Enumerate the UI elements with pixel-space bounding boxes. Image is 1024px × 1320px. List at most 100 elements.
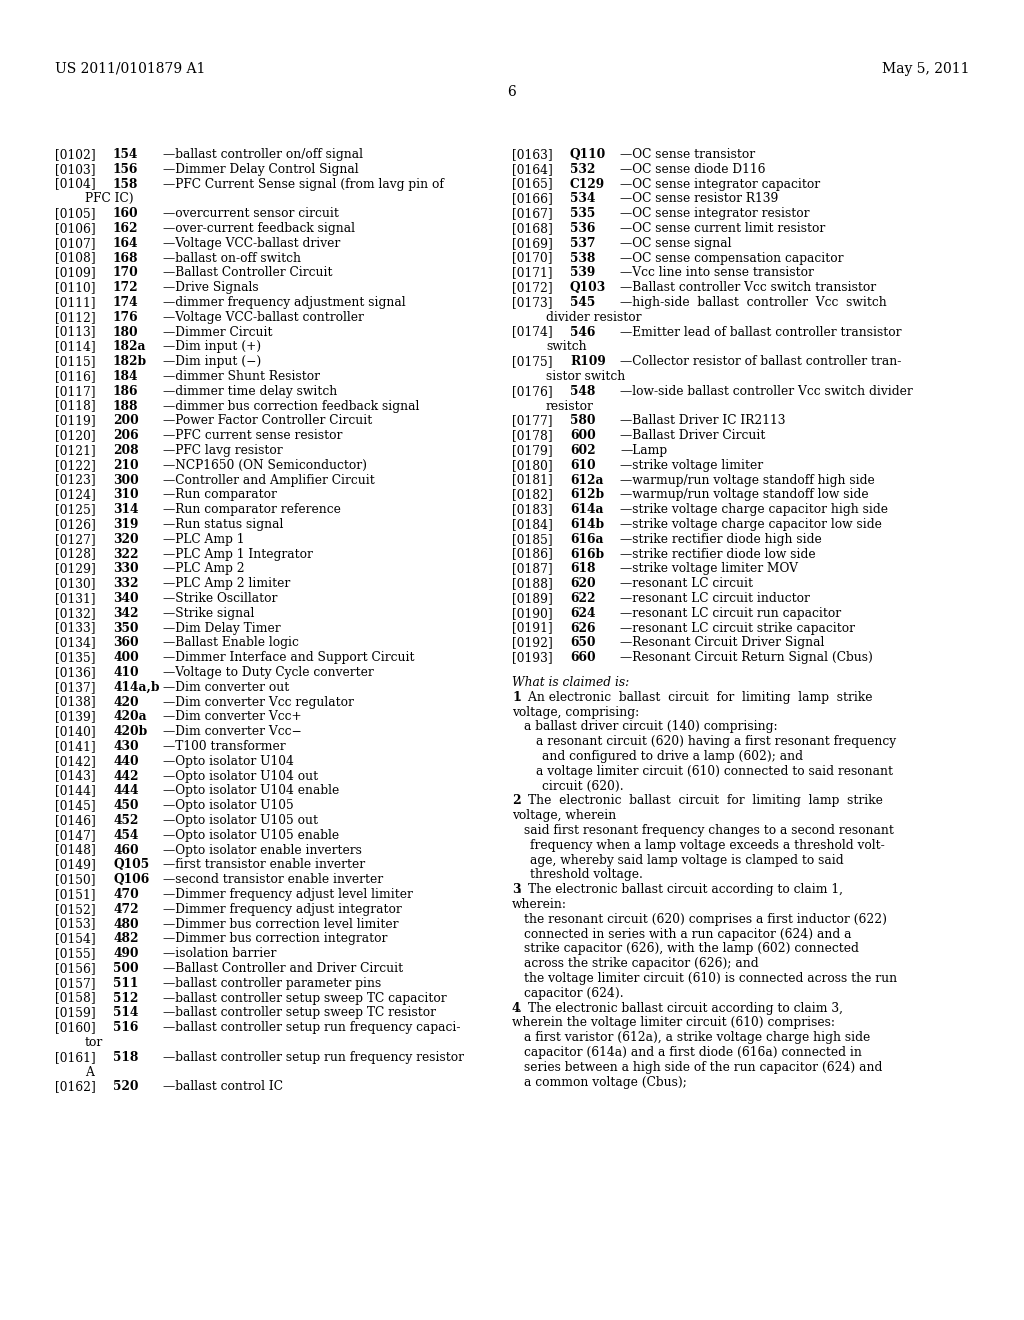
Text: 206: 206 <box>113 429 138 442</box>
Text: 616b: 616b <box>570 548 604 561</box>
Text: 332: 332 <box>113 577 138 590</box>
Text: 472: 472 <box>113 903 138 916</box>
Text: 319: 319 <box>113 517 138 531</box>
Text: —Ballast Driver IC IR2113: —Ballast Driver IC IR2113 <box>620 414 785 428</box>
Text: [0175]: [0175] <box>512 355 553 368</box>
Text: —resonant LC circuit strike capacitor: —resonant LC circuit strike capacitor <box>620 622 855 635</box>
Text: —Run comparator: —Run comparator <box>163 488 276 502</box>
Text: —over-current feedback signal: —over-current feedback signal <box>163 222 355 235</box>
Text: —ballast on-off switch: —ballast on-off switch <box>163 252 301 264</box>
Text: —Dimmer frequency adjust integrator: —Dimmer frequency adjust integrator <box>163 903 401 916</box>
Text: 184: 184 <box>113 370 138 383</box>
Text: 300: 300 <box>113 474 138 487</box>
Text: [0112]: [0112] <box>55 310 95 323</box>
Text: [0132]: [0132] <box>55 607 95 620</box>
Text: 410: 410 <box>113 667 138 678</box>
Text: —OC sense resistor R139: —OC sense resistor R139 <box>620 193 778 206</box>
Text: —first transistor enable inverter: —first transistor enable inverter <box>163 858 366 871</box>
Text: 534: 534 <box>570 193 595 206</box>
Text: 602: 602 <box>570 444 596 457</box>
Text: —ballast controller setup run frequency resistor: —ballast controller setup run frequency … <box>163 1051 464 1064</box>
Text: —Voltage to Duty Cycle converter: —Voltage to Duty Cycle converter <box>163 667 374 678</box>
Text: a voltage limiter circuit (610) connected to said resonant: a voltage limiter circuit (610) connecte… <box>536 764 893 777</box>
Text: [0131]: [0131] <box>55 591 95 605</box>
Text: 1: 1 <box>512 690 520 704</box>
Text: voltage, wherein: voltage, wherein <box>512 809 616 822</box>
Text: switch: switch <box>546 341 587 354</box>
Text: . The  electronic  ballast  circuit  for  limiting  lamp  strike: . The electronic ballast circuit for lim… <box>518 795 883 808</box>
Text: a resonant circuit (620) having a first resonant frequency: a resonant circuit (620) having a first … <box>536 735 896 748</box>
Text: —Lamp: —Lamp <box>620 444 667 457</box>
Text: [0108]: [0108] <box>55 252 95 264</box>
Text: 600: 600 <box>570 429 596 442</box>
Text: [0155]: [0155] <box>55 948 95 960</box>
Text: —PLC Amp 1: —PLC Amp 1 <box>163 533 245 545</box>
Text: May 5, 2011: May 5, 2011 <box>882 62 969 77</box>
Text: —Resonant Circuit Return Signal (Cbus): —Resonant Circuit Return Signal (Cbus) <box>620 651 872 664</box>
Text: [0135]: [0135] <box>55 651 95 664</box>
Text: —strike voltage charge capacitor low side: —strike voltage charge capacitor low sid… <box>620 517 882 531</box>
Text: [0176]: [0176] <box>512 385 553 397</box>
Text: 618: 618 <box>570 562 596 576</box>
Text: 420b: 420b <box>113 725 147 738</box>
Text: —Ballast Controller and Driver Circuit: —Ballast Controller and Driver Circuit <box>163 962 403 975</box>
Text: [0136]: [0136] <box>55 667 95 678</box>
Text: 536: 536 <box>570 222 595 235</box>
Text: —strike voltage limiter MOV: —strike voltage limiter MOV <box>620 562 798 576</box>
Text: —strike voltage limiter: —strike voltage limiter <box>620 459 763 471</box>
Text: frequency when a lamp voltage exceeds a threshold volt-: frequency when a lamp voltage exceeds a … <box>530 838 885 851</box>
Text: [0103]: [0103] <box>55 162 95 176</box>
Text: —ballast controller on/off signal: —ballast controller on/off signal <box>163 148 362 161</box>
Text: [0183]: [0183] <box>512 503 553 516</box>
Text: —PFC Current Sense signal (from lavg pin of: —PFC Current Sense signal (from lavg pin… <box>163 178 443 190</box>
Text: [0159]: [0159] <box>55 1006 95 1019</box>
Text: [0137]: [0137] <box>55 681 95 694</box>
Text: —Dim converter Vcc regulator: —Dim converter Vcc regulator <box>163 696 354 709</box>
Text: said first resonant frequency changes to a second resonant: said first resonant frequency changes to… <box>524 824 894 837</box>
Text: Q103: Q103 <box>570 281 606 294</box>
Text: [0119]: [0119] <box>55 414 95 428</box>
Text: [0174]: [0174] <box>512 326 553 339</box>
Text: 430: 430 <box>113 741 138 752</box>
Text: 2: 2 <box>512 795 520 808</box>
Text: —Opto isolator U105 enable: —Opto isolator U105 enable <box>163 829 339 842</box>
Text: —dimmer bus correction feedback signal: —dimmer bus correction feedback signal <box>163 400 420 413</box>
Text: 444: 444 <box>113 784 138 797</box>
Text: —OC sense compensation capacitor: —OC sense compensation capacitor <box>620 252 844 264</box>
Text: 420a: 420a <box>113 710 146 723</box>
Text: the voltage limiter circuit (610) is connected across the run: the voltage limiter circuit (610) is con… <box>524 972 897 985</box>
Text: —Dimmer Interface and Support Circuit: —Dimmer Interface and Support Circuit <box>163 651 415 664</box>
Text: [0168]: [0168] <box>512 222 553 235</box>
Text: the resonant circuit (620) comprises a first inductor (622): the resonant circuit (620) comprises a f… <box>524 913 887 925</box>
Text: 545: 545 <box>570 296 595 309</box>
Text: 162: 162 <box>113 222 138 235</box>
Text: —OC sense current limit resistor: —OC sense current limit resistor <box>620 222 825 235</box>
Text: [0171]: [0171] <box>512 267 553 280</box>
Text: C129: C129 <box>570 178 605 190</box>
Text: capacitor (624).: capacitor (624). <box>524 987 624 999</box>
Text: —dimmer Shunt Resistor: —dimmer Shunt Resistor <box>163 370 319 383</box>
Text: —Dimmer Circuit: —Dimmer Circuit <box>163 326 272 339</box>
Text: —PFC current sense resistor: —PFC current sense resistor <box>163 429 342 442</box>
Text: [0145]: [0145] <box>55 799 95 812</box>
Text: —Collector resistor of ballast controller tran-: —Collector resistor of ballast controlle… <box>620 355 901 368</box>
Text: [0153]: [0153] <box>55 917 95 931</box>
Text: [0115]: [0115] <box>55 355 95 368</box>
Text: [0173]: [0173] <box>512 296 553 309</box>
Text: Q105: Q105 <box>113 858 150 871</box>
Text: a ballast driver circuit (140) comprising:: a ballast driver circuit (140) comprisin… <box>524 721 777 734</box>
Text: [0189]: [0189] <box>512 591 553 605</box>
Text: threshold voltage.: threshold voltage. <box>530 869 643 882</box>
Text: [0156]: [0156] <box>55 962 95 975</box>
Text: —ballast controller setup run frequency capaci-: —ballast controller setup run frequency … <box>163 1022 461 1034</box>
Text: [0178]: [0178] <box>512 429 553 442</box>
Text: 514: 514 <box>113 1006 138 1019</box>
Text: [0181]: [0181] <box>512 474 553 487</box>
Text: —Dimmer Delay Control Signal: —Dimmer Delay Control Signal <box>163 162 358 176</box>
Text: 452: 452 <box>113 814 138 828</box>
Text: [0118]: [0118] <box>55 400 95 413</box>
Text: —Dim converter Vcc−: —Dim converter Vcc− <box>163 725 302 738</box>
Text: [0186]: [0186] <box>512 548 553 561</box>
Text: [0185]: [0185] <box>512 533 553 545</box>
Text: —strike rectifier diode high side: —strike rectifier diode high side <box>620 533 821 545</box>
